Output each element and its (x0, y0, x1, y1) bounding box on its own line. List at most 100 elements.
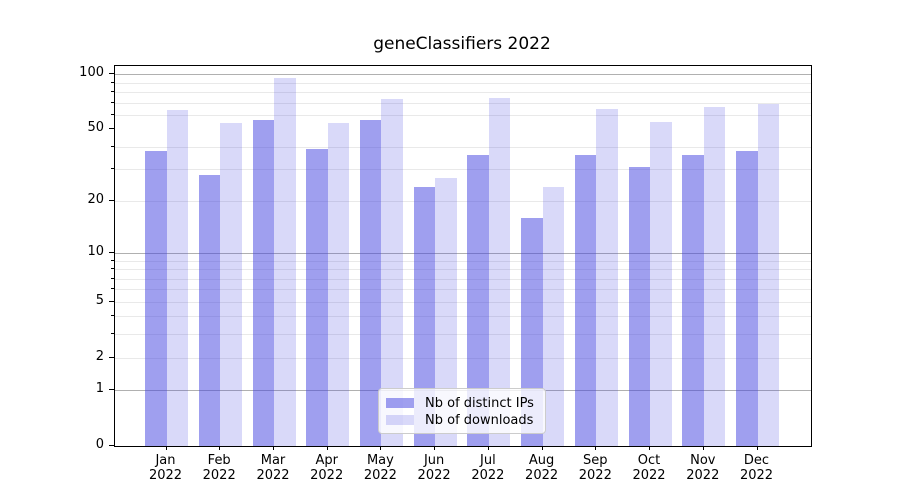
legend-swatch-distinct-ips-icon (386, 398, 414, 408)
bar-downloads-jun (435, 177, 457, 446)
y-minortick-8 (111, 268, 114, 269)
gridline-major-100 (115, 74, 811, 76)
gridline-minor-9 (115, 260, 811, 262)
x-tick-label-month: May (366, 453, 394, 468)
gridline-minor-4 (115, 316, 811, 318)
y-tick-50 (109, 128, 114, 130)
legend: Nb of distinct IPs Nb of downloads (378, 388, 546, 434)
x-tick-label-year: 2022 (417, 468, 451, 483)
x-tick-label-month: Aug (528, 453, 555, 468)
y-tick-label-50: 50 (87, 120, 104, 136)
y-tick-label-2: 2 (95, 348, 104, 364)
y-tick-0 (109, 445, 114, 446)
x-tick-label-dec: Dec 2022 (714, 453, 800, 483)
x-tick-jun (434, 446, 436, 450)
x-tick-mar (273, 446, 274, 450)
bar-distinct-ips-mar (252, 120, 274, 446)
x-tick-label-year: 2022 (148, 468, 183, 483)
x-tick-nov (702, 446, 704, 450)
gridline-minor-5 (115, 301, 811, 303)
legend-swatch-downloads-icon (386, 415, 414, 425)
bar-downloads-jan (166, 109, 188, 446)
x-tick-label-month: Feb (207, 453, 231, 468)
gridline-minor-40 (115, 146, 811, 148)
y-minortick-90 (111, 81, 114, 83)
x-tick-label-may: May 2022 (337, 453, 423, 483)
x-tick-label-sep: Sep 2022 (552, 453, 638, 483)
bar-downloads-nov (703, 107, 726, 446)
y-minortick-9 (111, 259, 114, 261)
x-tick-label-month: Apr (315, 453, 338, 468)
gridline-minor-6 (115, 289, 811, 291)
y-tick-label-5: 5 (95, 292, 104, 308)
gridline-minor-80 (115, 92, 811, 94)
x-tick-label-month: Nov (690, 453, 716, 468)
gridline-minor-60 (115, 114, 811, 116)
gridline-minor-90 (115, 82, 811, 84)
x-tick-label-apr: Apr 2022 (284, 453, 370, 483)
legend-item-distinct-ips: Nb of distinct IPs (386, 395, 537, 411)
chart-title: geneClassifiers 2022 (373, 34, 551, 54)
y-tick-label-1: 1 (95, 381, 104, 397)
y-minortick-70 (111, 101, 114, 103)
y-tick-label-20: 20 (87, 191, 104, 207)
x-tick-label-year: 2022 (525, 468, 559, 483)
y-minortick-5 (111, 300, 114, 302)
y-minortick-60 (111, 113, 114, 115)
x-tick-label-year: 2022 (363, 468, 397, 483)
x-tick-label-month: Dec (743, 453, 770, 468)
gridline-minor-20 (115, 200, 811, 202)
bar-distinct-ips-dec (736, 150, 758, 446)
bar-distinct-ips-oct (628, 166, 650, 446)
bar-distinct-ips-apr (306, 148, 328, 446)
x-tick-aug (541, 446, 543, 450)
x-tick-jul (487, 446, 489, 450)
gridline-minor-70 (115, 102, 811, 104)
x-tick-may (380, 446, 382, 450)
x-tick-sep (595, 446, 597, 450)
x-tick-label-jan: Jan 2022 (123, 453, 209, 483)
legend-label-downloads: Nb of downloads (425, 412, 534, 428)
x-tick-label-year: 2022 (310, 468, 344, 483)
bar-distinct-ips-jan (145, 150, 167, 446)
x-tick-label-year: 2022 (686, 468, 720, 483)
y-tick-label-10: 10 (87, 243, 104, 259)
bar-distinct-ips-sep (574, 155, 597, 446)
y-minortick-6 (111, 288, 114, 290)
x-tick-oct (649, 446, 650, 450)
x-tick-label-jul: Jul 2022 (445, 453, 531, 483)
y-minortick-80 (111, 91, 114, 93)
x-tick-label-feb: Feb 2022 (176, 453, 262, 483)
bar-downloads-aug (542, 186, 565, 446)
x-tick-label-year: 2022 (578, 468, 612, 483)
bar-downloads-jul (488, 98, 511, 446)
legend-item-downloads: Nb of downloads (386, 412, 537, 428)
gridline-minor-2 (115, 357, 811, 359)
y-minortick-7 (111, 277, 114, 279)
y-tick-label-100: 100 (79, 65, 104, 81)
x-tick-dec (756, 446, 758, 450)
x-tick-apr (326, 446, 328, 450)
x-tick-label-month: Mar (260, 453, 286, 468)
bar-distinct-ips-feb (198, 174, 221, 446)
x-tick-label-year: 2022 (202, 468, 236, 483)
x-tick-label-month: Jun (423, 453, 445, 468)
gridline-minor-7 (115, 278, 811, 280)
y-minortick-3 (111, 333, 114, 335)
legend-label-distinct-ips: Nb of distinct IPs (425, 395, 534, 411)
x-tick-label-nov: Nov 2022 (660, 453, 746, 483)
x-tick-label-year: 2022 (256, 468, 290, 483)
bar-distinct-ips-may (359, 120, 382, 446)
x-tick-label-year: 2022 (471, 468, 505, 483)
y-minortick-4 (111, 315, 114, 317)
x-tick-jan (165, 446, 167, 450)
bar-distinct-ips-jun (413, 186, 436, 446)
gridline-minor-3 (115, 334, 811, 336)
x-tick-label-month: Jul (480, 453, 496, 468)
bar-distinct-ips-jul (467, 155, 489, 446)
x-tick-label-oct: Oct 2022 (606, 453, 692, 483)
y-tick-1 (109, 389, 114, 391)
y-minortick-40 (111, 145, 114, 147)
y-tick-100 (109, 73, 114, 75)
